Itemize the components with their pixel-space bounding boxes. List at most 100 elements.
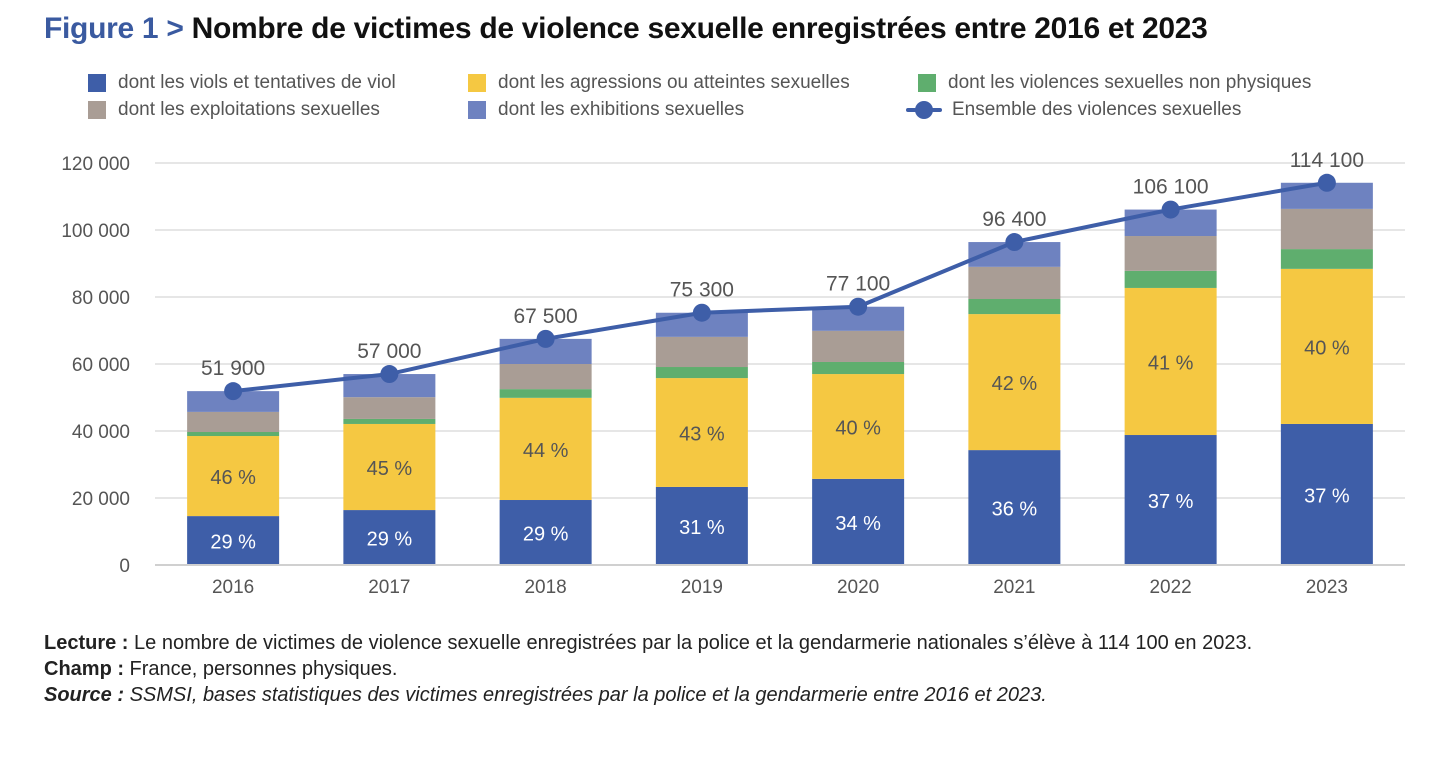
bar-segment-agressions bbox=[499, 397, 592, 501]
legend-label: dont les agressions ou atteintes sexuell… bbox=[498, 72, 850, 93]
note-lecture-text: Le nombre de victimes de violence sexuel… bbox=[128, 632, 1253, 654]
legend-item-ensemble: Ensemble des violences sexuelles bbox=[906, 99, 1241, 121]
note-champ-text: France, personnes physiques. bbox=[124, 658, 398, 680]
figure-title-text: Nombre de victimes de violence sexuelle … bbox=[191, 12, 1208, 45]
legend-item-non-physiques: dont les violences sexuelles non physiqu… bbox=[918, 72, 1311, 94]
line-data-label: 114 100 bbox=[1290, 149, 1364, 172]
legend-swatch-exhibitions bbox=[468, 101, 486, 119]
bar-segment-exploitations bbox=[655, 336, 748, 368]
bar-data-label: 40 % bbox=[1304, 337, 1350, 359]
bar-segment-exploitations bbox=[187, 411, 280, 433]
line-ensemble bbox=[232, 180, 1328, 394]
y-tick-label: 60 000 bbox=[72, 355, 130, 376]
legend-item-viols: dont les viols et tentatives de viol bbox=[88, 72, 396, 94]
y-tick-label: 80 000 bbox=[72, 288, 130, 309]
bar-data-label: 45 % bbox=[367, 458, 413, 480]
line-point bbox=[380, 365, 399, 384]
x-tick-label: 2022 bbox=[1149, 577, 1191, 598]
bar-segment-viols bbox=[499, 500, 592, 565]
line-point bbox=[1005, 233, 1024, 252]
bar-segment-agressions bbox=[343, 423, 436, 511]
bar-data-label: 40 % bbox=[835, 417, 881, 439]
bar-segment-agressions bbox=[968, 314, 1061, 451]
bar-data-label: 41 % bbox=[1148, 352, 1194, 374]
bar-segment-exhibitions bbox=[343, 374, 436, 398]
bar-segment-non-physiques bbox=[1124, 270, 1217, 288]
line-point bbox=[1317, 173, 1336, 192]
note-source-text: SSMSI, bases statistiques des victimes e… bbox=[124, 684, 1047, 706]
y-tick-label: 40 000 bbox=[72, 422, 130, 443]
note-champ: Champ : France, personnes physiques. bbox=[44, 656, 1414, 682]
line-data-label: 106 100 bbox=[1133, 176, 1209, 199]
x-tick-label: 2017 bbox=[368, 577, 410, 598]
y-tick-label: 100 000 bbox=[61, 221, 130, 242]
bar-data-label: 29 % bbox=[367, 529, 413, 551]
bar-segment-viols bbox=[655, 486, 748, 565]
figure-notes: Lecture : Le nombre de victimes de viole… bbox=[44, 630, 1414, 708]
bar-segment-agressions bbox=[655, 378, 748, 487]
note-lecture-label: Lecture : bbox=[44, 632, 129, 654]
legend-swatch-agressions bbox=[468, 74, 486, 92]
line-point bbox=[692, 303, 711, 322]
line-point bbox=[536, 329, 555, 348]
legend-item-exhibitions: dont les exhibitions sexuelles bbox=[468, 99, 744, 121]
bar-data-label: 36 % bbox=[992, 499, 1038, 521]
bar-segment-agressions bbox=[812, 374, 905, 479]
bar-data-label: 42 % bbox=[992, 373, 1038, 395]
legend-swatch-non-physiques bbox=[918, 74, 936, 92]
bar-segment-non-physiques bbox=[1280, 249, 1373, 269]
bar-segment-non-physiques bbox=[655, 367, 748, 379]
line-point bbox=[849, 297, 868, 316]
bar-data-label: 37 % bbox=[1148, 491, 1194, 513]
note-champ-label: Champ : bbox=[44, 658, 124, 680]
line-point bbox=[1161, 200, 1180, 219]
bar-segment-exploitations bbox=[1280, 208, 1373, 250]
bar-segment-viols bbox=[343, 510, 436, 565]
line-data-label: 57 000 bbox=[357, 340, 421, 363]
bar-data-label: 37 % bbox=[1304, 485, 1350, 507]
x-tick-label: 2016 bbox=[212, 577, 254, 598]
bar-data-label: 29 % bbox=[523, 524, 569, 546]
y-tick-label: 120 000 bbox=[61, 154, 130, 175]
bar-segment-exploitations bbox=[343, 397, 436, 419]
bar-segment-exhibitions bbox=[187, 391, 280, 412]
bar-data-label: 43 % bbox=[679, 424, 725, 446]
line-data-label: 96 400 bbox=[982, 208, 1046, 231]
bar-segment-exploitations bbox=[812, 330, 905, 362]
bar-segment-viols bbox=[187, 516, 280, 565]
note-source: Source : SSMSI, bases statistiques des v… bbox=[44, 682, 1414, 708]
figure-number: Figure 1 > bbox=[44, 12, 184, 45]
line-data-label: 77 100 bbox=[826, 273, 890, 296]
legend-label: dont les violences sexuelles non physiqu… bbox=[948, 72, 1312, 93]
bar-segment-non-physiques bbox=[187, 432, 280, 437]
stacked-bar-chart: 0 20 000 40 000 60 000 80 000 100 000 120 000 2… bbox=[61, 149, 1405, 598]
bar-segment-viols bbox=[968, 450, 1061, 565]
bar-segment-viols bbox=[812, 478, 905, 565]
figure-title: Figure 1 > Nombre de victimes de violenc… bbox=[44, 12, 1208, 46]
line-point bbox=[224, 382, 243, 401]
bar-segment-non-physiques bbox=[812, 361, 905, 375]
bar-segment-agressions bbox=[1280, 268, 1373, 424]
x-tick-label: 2021 bbox=[993, 577, 1035, 598]
bar-data-label: 29 % bbox=[210, 532, 256, 554]
bar-segment-non-physiques bbox=[968, 299, 1061, 315]
x-tick-label: 2018 bbox=[524, 577, 566, 598]
x-tick-label: 2019 bbox=[681, 577, 723, 598]
bar-segment-exploitations bbox=[968, 266, 1061, 300]
bar-segment-agressions bbox=[1124, 287, 1217, 436]
legend-item-exploitations: dont les exploitations sexuelles bbox=[88, 99, 380, 121]
bar-segment-viols bbox=[1280, 423, 1373, 565]
note-lecture: Lecture : Le nombre de victimes de viole… bbox=[44, 630, 1414, 656]
bar-segment-exploitations bbox=[499, 364, 592, 390]
legend-label: Ensemble des violences sexuelles bbox=[952, 99, 1242, 120]
bar-data-label: 46 % bbox=[210, 467, 256, 489]
bar-segment-non-physiques bbox=[343, 418, 436, 424]
y-tick-label: 0 bbox=[119, 556, 130, 577]
bar-segment-exploitations bbox=[1124, 236, 1217, 271]
legend-swatch-viols bbox=[88, 74, 106, 92]
legend-item-agressions: dont les agressions ou atteintes sexuell… bbox=[468, 72, 850, 94]
note-source-label: Source : bbox=[44, 684, 125, 706]
bar-data-label: 44 % bbox=[523, 440, 569, 462]
bar-segment-non-physiques bbox=[499, 389, 592, 398]
bar-data-label: 34 % bbox=[835, 513, 881, 535]
